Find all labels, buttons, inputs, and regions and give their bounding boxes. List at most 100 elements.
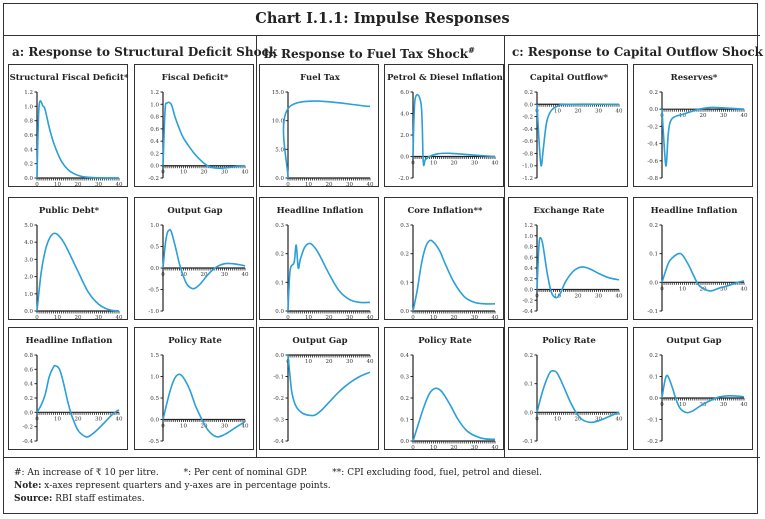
panel-title: Policy Rate (542, 336, 596, 346)
x-tick-label: 40 (367, 359, 374, 365)
footer-divider (3, 457, 760, 459)
y-tick-label: 2.0 (24, 275, 33, 281)
chart-panel: Public Debt* 0.0 1.0 2.0 3.0 4.0 5.0 0 10 20 30 40 (8, 197, 128, 321)
panel-title: Public Debt* (39, 206, 100, 216)
x-tick-label: 30 (346, 315, 353, 321)
y-tick-label: -0.4 (647, 142, 658, 148)
source-line: Source: RBI staff estimates. (14, 494, 145, 504)
y-tick-label: 0.0 (649, 107, 658, 113)
y-tick-label: 0.8 (524, 245, 533, 251)
x-tick-label: 10 (679, 402, 686, 408)
response-line (36, 364, 120, 438)
panel-title: Headline Inflation (26, 336, 113, 346)
y-tick-label: 3.0 (24, 257, 33, 263)
y-tick-label: -0.4 (522, 309, 533, 315)
chart-panel: Reserves* -0.8 -0.6 -0.4 -0.2 0.0 0.2 0 10 20 30 40 (633, 64, 753, 187)
y-tick-label: 0.0 (150, 418, 159, 424)
y-tick-label: 0.4 (24, 382, 33, 388)
x-tick-label: 40 (492, 315, 499, 321)
x-tick-label: 30 (471, 315, 478, 321)
x-tick-label: 40 (741, 286, 748, 292)
y-tick-label: 0.2 (649, 223, 658, 229)
y-tick-label: 0.0 (524, 410, 533, 416)
response-line (661, 374, 745, 414)
panel-svg: Petrol & Diesel Inflation -2.0 0.0 2.0 4.0 6.… (387, 73, 503, 182)
response-line (412, 93, 496, 167)
panel-svg: Structural Fiscal Deficit* 0.0 0.2 0.4 0.6 0.… (10, 73, 129, 188)
response-line (36, 232, 120, 312)
x-tick-label: 0 (35, 182, 39, 188)
y-tick-label: 0.0 (24, 309, 33, 315)
y-tick-label: 0.4 (524, 266, 533, 272)
response-line (287, 242, 371, 312)
section-b-heading: b: Response to Fuel Tax Shock# (264, 45, 475, 61)
panel-title: Core Inflation** (407, 206, 483, 216)
x-tick-label: 40 (616, 294, 623, 300)
section-c-heading: c: Response to Capital Outflow Shock (512, 45, 763, 59)
panel-svg: Core Inflation** 0.0 0.1 0.2 0.3 0 10 20 30 40 (400, 206, 499, 321)
y-tick-label: 0.5 (150, 245, 159, 251)
chart-panel: Headline Inflation 0.0 0.1 0.2 0.3 0 10 20 30 40 (259, 197, 379, 321)
footnote-star: *: Per cent of nominal GDP. (183, 468, 308, 478)
y-tick-label: 1.2 (524, 223, 533, 229)
y-tick-label: 0.6 (24, 367, 33, 373)
panel-title: Exchange Rate (533, 206, 605, 216)
y-tick-label: 1.5 (150, 353, 159, 359)
panel-title: Petrol & Diesel Inflation (387, 73, 503, 83)
y-tick-label: 0.0 (400, 439, 409, 445)
panel-title: Fuel Tax (300, 73, 341, 83)
panel-title: Output Gap (167, 206, 222, 216)
y-tick-label: 0.8 (150, 115, 159, 121)
y-tick-label: -0.8 (647, 176, 658, 182)
panel-svg: Exchange Rate -0.4 -0.2 0.0 0.2 0.4 0.6 0.8 1.0 1… (522, 206, 623, 315)
response-line (661, 106, 745, 167)
y-tick-label: -1.0 (148, 309, 159, 315)
column-divider (256, 35, 258, 458)
y-tick-label: 0.2 (524, 90, 533, 96)
section-label: c: Response to Capital Outflow Shock (512, 45, 763, 59)
panel-svg: Output Gap-1.0-0.50.00.51.00 10 20 30 40 (148, 206, 249, 315)
panel-title: Policy Rate (418, 336, 472, 346)
y-tick-label: 1.2 (24, 90, 33, 96)
x-tick-label: 20 (700, 113, 707, 119)
y-tick-label: 0.0 (400, 309, 409, 315)
y-tick-label: 0.1 (400, 418, 409, 424)
y-tick-label: 0.5 (150, 396, 159, 402)
y-tick-label: 0.3 (275, 223, 284, 229)
footnote-line: #: An increase of ₹ 10 per litre. *: Per… (14, 468, 542, 478)
y-tick-label: 0.0 (649, 280, 658, 286)
response-line (536, 369, 620, 424)
y-tick-label: 4.0 (400, 112, 409, 118)
chart-panel: Headline Inflation -0.4 -0.2 0.0 0.2 0.4 0.6 0.… (8, 327, 128, 450)
y-tick-label: 6.0 (400, 90, 409, 96)
x-tick-label: 10 (554, 416, 561, 422)
footnote-double-star: **: CPI excluding food, fuel, petrol and… (332, 468, 543, 478)
y-tick-label: -0.2 (647, 439, 658, 445)
x-tick-label: 40 (492, 161, 499, 167)
y-tick-label: 0.0 (150, 266, 159, 272)
x-tick-label: 0 (411, 445, 415, 451)
chart-panel: Fiscal Deficit* -0.2 0.0 0.2 0.4 0.6 0.8 1.0 1.2… (134, 64, 254, 187)
y-tick-label: -0.6 (522, 139, 533, 145)
x-tick-label: 30 (221, 170, 228, 176)
y-tick-label: -0.1 (273, 375, 284, 381)
panel-title: Output Gap (666, 336, 721, 346)
response-line (282, 100, 371, 179)
x-tick-label: 0 (411, 161, 415, 167)
x-tick-label: 10 (554, 108, 561, 114)
x-tick-label: 30 (595, 108, 602, 114)
panel-svg: Reserves*-0.8-0.6-0.4-0.20.00.20 10 20 30 40 (647, 73, 748, 182)
x-tick-label: 20 (326, 182, 333, 188)
chart-panel: Structural Fiscal Deficit* 0.0 0.2 0.4 0.6 0.… (8, 64, 129, 188)
x-tick-label: 0 (411, 315, 415, 321)
source-text: RBI staff estimates. (52, 494, 145, 504)
column-divider (504, 35, 506, 458)
source-label: Source: (14, 494, 53, 504)
y-tick-label: 0.2 (649, 353, 658, 359)
y-tick-label: 0.1 (400, 280, 409, 286)
x-tick-label: 40 (116, 416, 123, 422)
y-tick-label: 0.0 (24, 176, 33, 182)
y-tick-label: 0.2 (24, 396, 33, 402)
x-tick-label: 10 (54, 315, 61, 321)
